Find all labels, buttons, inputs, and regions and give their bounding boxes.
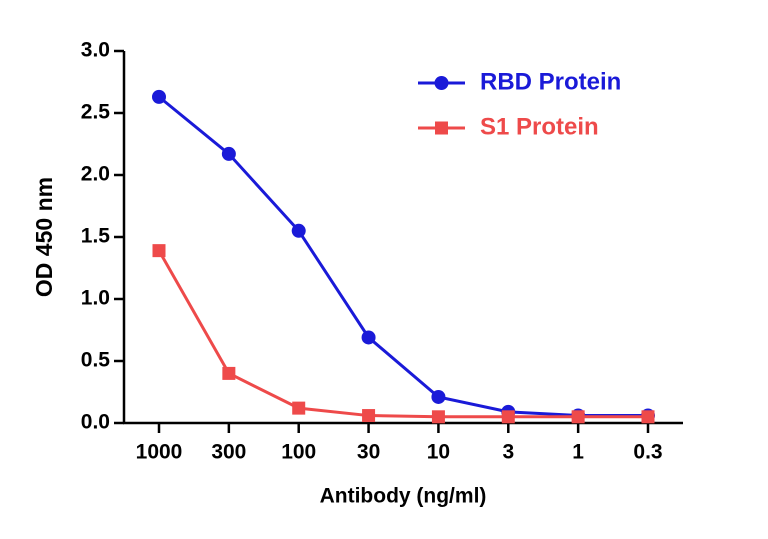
legend-label: S1 Protein xyxy=(480,113,599,140)
legend-label: RBD Protein xyxy=(480,68,621,95)
x-tick-label: 3 xyxy=(502,441,514,464)
data-point xyxy=(431,410,445,424)
x-tick-label: 100 xyxy=(281,441,316,464)
data-point xyxy=(431,389,446,404)
y-tick-label: 2.0 xyxy=(81,163,110,186)
y-tick-label: 2.5 xyxy=(81,101,111,124)
data-point xyxy=(641,410,655,424)
data-point xyxy=(291,223,306,238)
data-point xyxy=(362,409,376,423)
legend-marker xyxy=(434,76,449,90)
legend-marker xyxy=(435,121,448,135)
data-point xyxy=(501,410,515,424)
x-tick-label: 30 xyxy=(357,441,380,464)
data-point xyxy=(222,366,236,380)
series-line xyxy=(158,95,648,418)
data-point xyxy=(571,410,585,424)
x-tick-label: 1000 xyxy=(136,441,183,464)
y-tick-label: 1.0 xyxy=(81,287,110,310)
data-point xyxy=(152,89,166,104)
x-axis-label: Antibody (ng/ml) xyxy=(320,485,487,508)
data-point xyxy=(292,401,306,415)
data-point xyxy=(152,244,166,258)
y-tick-label: 0.0 xyxy=(81,411,110,434)
x-tick-label: 0.3 xyxy=(633,441,662,464)
x-tick-label: 10 xyxy=(427,441,450,464)
x-tick-label: 300 xyxy=(211,441,246,464)
y-axis-label: OD 450 nm xyxy=(31,177,57,297)
y-tick-label: 0.5 xyxy=(81,349,111,372)
y-tick-label: 1.5 xyxy=(81,225,111,248)
x-tick-label: 1 xyxy=(572,441,584,464)
y-tick-label: 3.0 xyxy=(81,39,110,62)
data-point xyxy=(361,330,376,345)
series-line xyxy=(157,249,648,419)
data-point xyxy=(221,146,236,161)
